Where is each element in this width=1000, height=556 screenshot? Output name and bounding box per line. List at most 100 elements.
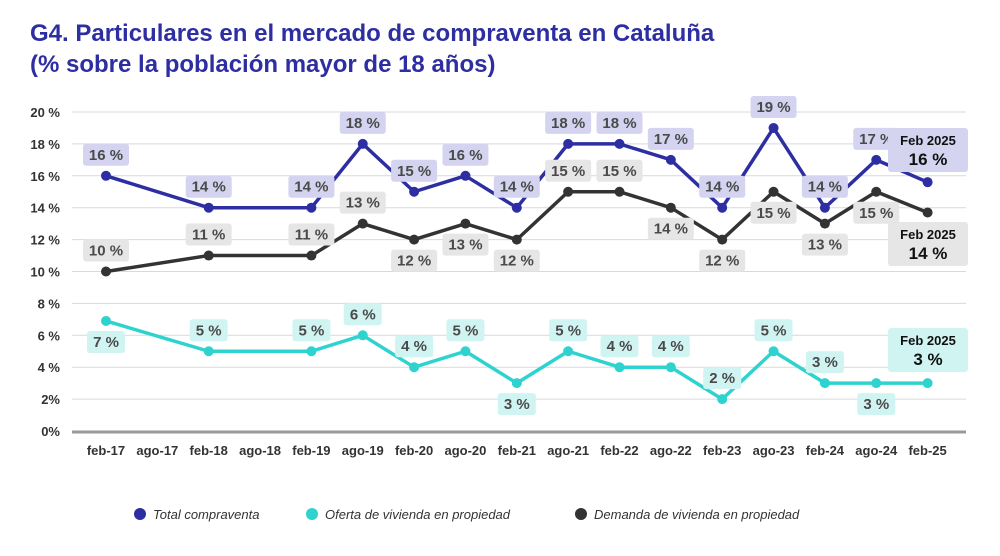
data-label: 14 % [647,217,694,240]
data-point[interactable] [717,394,728,405]
data-label-box [596,159,643,182]
data-point[interactable] [922,207,933,218]
data-point[interactable] [922,378,933,389]
data-point[interactable] [511,378,522,389]
data-label: 18 % [596,111,643,134]
x-tick-label: feb-19 [292,443,330,458]
y-tick-label: 16 % [30,169,60,184]
data-label-box [189,319,228,342]
data-point[interactable] [717,234,728,245]
data-point[interactable] [768,122,779,133]
x-tick-label: feb-18 [190,443,228,458]
data-label-box [83,239,129,262]
data-point[interactable] [357,218,368,229]
data-label: 15 % [853,201,900,224]
data-point[interactable] [768,186,779,197]
chart-title: G4. Particulares en el mercado de compra… [30,18,714,80]
data-label-box [493,249,540,272]
data-label-box [647,127,694,150]
data-point[interactable] [409,234,420,245]
data-point[interactable] [101,266,111,277]
data-point[interactable] [460,218,471,229]
data-point[interactable] [614,362,625,373]
data-label-box [750,95,797,118]
data-label: 14 % [801,175,848,198]
legend-item[interactable]: Total compraventa [134,507,259,522]
legend-item[interactable]: Oferta de vivienda en propiedad [306,507,511,522]
data-point[interactable] [922,177,933,188]
data-point[interactable] [460,346,471,357]
data-label: 3 % [857,393,896,416]
data-point[interactable] [819,202,830,213]
data-point[interactable] [563,346,574,357]
x-tick-label: feb-23 [703,443,741,458]
data-point[interactable] [357,138,368,149]
data-label-text: 18 % [602,115,636,132]
data-point[interactable] [614,138,625,149]
data-point[interactable] [306,346,317,357]
data-point[interactable] [819,378,830,389]
y-axis: 0% 2% 4 % 6 % 8 % 10 % 12 % 14 % 16 % 18 % 20 % [30,105,60,439]
data-point[interactable] [101,315,111,326]
data-label-text: 17 % [654,131,688,148]
y-tick-label: 6 % [38,328,61,343]
callouts: Feb 2025 16 % Feb 2025 14 % Feb 2025 3 % [888,128,968,372]
data-point[interactable] [460,170,471,181]
data-point[interactable] [203,250,214,261]
data-label-text: 3 % [863,396,889,413]
data-label: 2 % [703,367,742,390]
data-label: 16 % [83,143,129,166]
data-label-box [395,335,434,358]
data-label-text: 3 % [812,354,838,371]
legend-label: Demanda de vivienda en propiedad [594,507,800,522]
data-point[interactable] [306,202,317,213]
data-point[interactable] [665,154,676,165]
data-point[interactable] [511,202,522,213]
data-label-text: 13 % [346,195,380,212]
data-point[interactable] [614,186,625,197]
data-point[interactable] [871,154,882,165]
data-point[interactable] [357,330,368,341]
y-tick-label: 20 % [30,105,60,120]
data-point[interactable] [409,186,420,197]
data-label-box [339,191,386,214]
data-point[interactable] [665,202,676,213]
data-point[interactable] [563,186,574,197]
data-label-text: 4 % [658,338,684,355]
data-label-box [699,249,746,272]
data-label-text: 4 % [401,338,427,355]
data-point[interactable] [768,346,779,357]
data-point[interactable] [665,362,676,373]
data-point[interactable] [511,234,522,245]
data-label-text: 15 % [859,205,893,222]
data-label: 15 % [596,159,643,182]
data-point[interactable] [409,362,420,373]
data-label-box [545,159,592,182]
callout-title: Feb 2025 [900,227,956,242]
data-point[interactable] [101,170,111,181]
data-label-box [343,303,382,326]
data-label-text: 5 % [761,322,787,339]
data-label-box [493,175,540,198]
data-point[interactable] [306,250,317,261]
data-label: 14 % [185,175,232,198]
legend-marker-icon [306,508,318,520]
data-label: 12 % [699,249,746,272]
data-point[interactable] [819,218,830,229]
data-label-box [288,175,335,198]
data-label-box [596,111,643,134]
data-label-text: 5 % [453,322,479,339]
data-label: 6 % [343,303,382,326]
data-point[interactable] [203,202,214,213]
data-label-text: 2 % [709,370,735,387]
x-tick-label: feb-21 [498,443,536,458]
callout-title: Feb 2025 [900,133,956,148]
data-point[interactable] [871,378,882,389]
x-tick-label: ago-17 [136,443,178,458]
data-point[interactable] [717,202,728,213]
legend-item[interactable]: Demanda de vivienda en propiedad [575,507,800,522]
data-point[interactable] [871,186,882,197]
data-point[interactable] [563,138,574,149]
data-label-box [292,319,331,342]
data-point[interactable] [203,346,214,357]
